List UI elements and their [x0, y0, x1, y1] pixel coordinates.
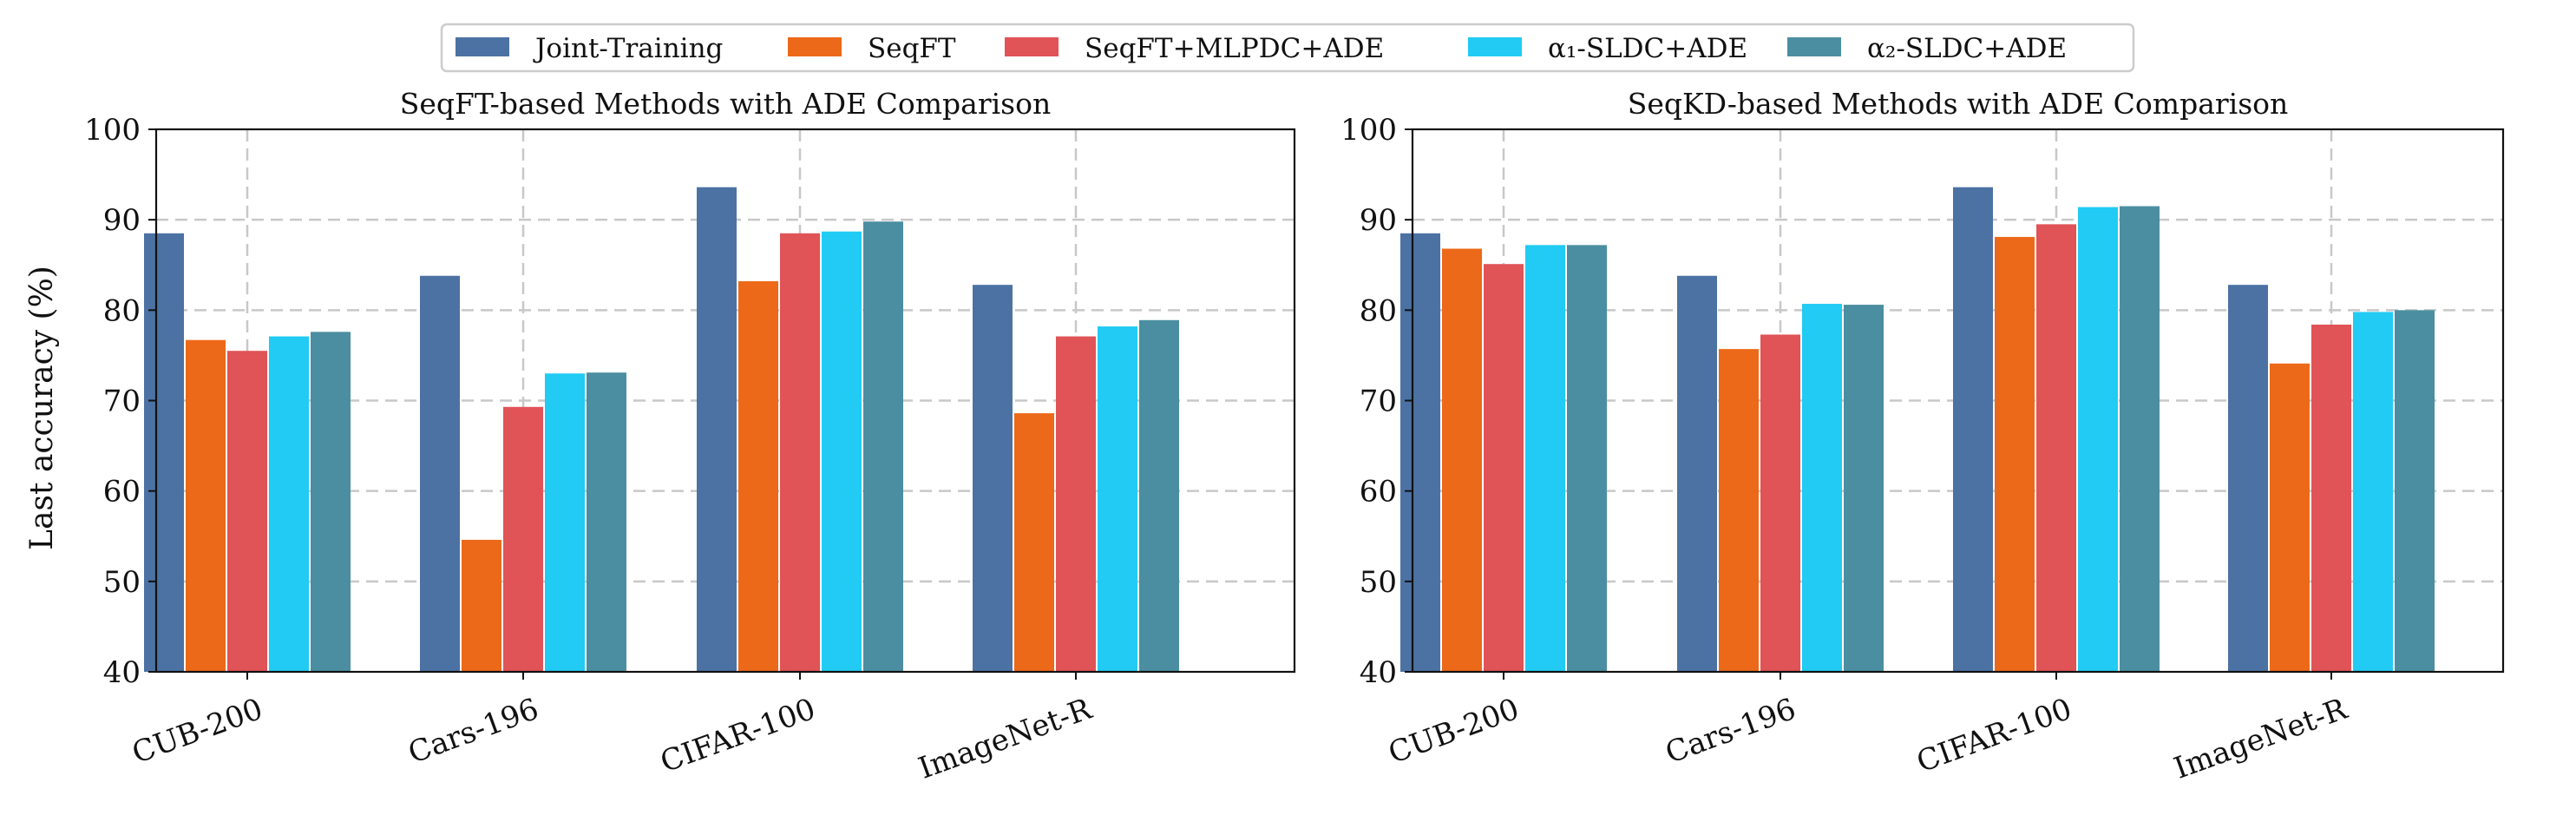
- chart-title: SeqFT-based Methods with ADE Comparison: [400, 87, 1051, 121]
- bar-seqft-imagenet-r: [2270, 363, 2310, 672]
- bar-joint-training-cifar-100: [1953, 187, 1993, 672]
- bar-seqft-mlpdc-ade-cub-200: [227, 351, 267, 672]
- x-axis: CUB-200 Cars-196 CIFAR-100 ImageNet-R: [128, 672, 1097, 786]
- bar-1-sldc-ade-cifar-100: [822, 231, 862, 672]
- legend-swatch-joint-training: [456, 37, 509, 56]
- bar-1-sldc-ade-cub-200: [1525, 245, 1565, 672]
- bar-seqft-mlpdc-ade-cifar-100: [780, 233, 820, 672]
- bar-2-sldc-ade-imagenet-r: [2395, 310, 2435, 672]
- y-tick-label-80: 80: [1360, 293, 1397, 328]
- bar-seqft-mlpdc-ade-imagenet-r: [2311, 325, 2351, 672]
- x-tick-label-cifar-100: CIFAR-100: [656, 692, 820, 779]
- x-tick-label-cub-200: CUB-200: [1384, 692, 1524, 771]
- bar-2-sldc-ade-cifar-100: [2120, 206, 2160, 672]
- bar-joint-training-imagenet-r: [973, 285, 1013, 672]
- y-tick-label-40: 40: [1360, 655, 1397, 690]
- bar-seqft-mlpdc-ade-imagenet-r: [1056, 336, 1096, 672]
- bar-1-sldc-ade-cars-196: [545, 373, 585, 672]
- chart-panel-seqkd: 40 50 60 70 80 90 100 CUB-200 Cars-196 CIFAR-100 I…: [1340, 87, 2505, 786]
- bar-joint-training-cub-200: [144, 233, 184, 672]
- y-tick-label-50: 50: [103, 565, 141, 600]
- x-tick-label-cars-196: Cars-196: [403, 692, 543, 771]
- bar-seqft-imagenet-r: [1014, 413, 1054, 672]
- y-tick-label-40: 40: [103, 655, 141, 690]
- bar-seqft-cars-196: [1719, 349, 1759, 672]
- bar-seqft-mlpdc-ade-cub-200: [1484, 264, 1524, 672]
- bar-seqft-cub-200: [1442, 248, 1482, 672]
- y-tick-label-100: 100: [1340, 113, 1397, 148]
- legend-frame: [440, 23, 2135, 73]
- bars: [1400, 187, 2435, 673]
- y-axis-label-group: Last accuracy (%): [24, 266, 60, 550]
- bar-joint-training-cub-200: [1400, 233, 1440, 672]
- bar-seqft-cifar-100: [738, 281, 778, 672]
- y-tick-label-90: 90: [1360, 203, 1397, 238]
- bar-seqft-cars-196: [462, 539, 501, 672]
- bar-joint-training-cars-196: [1677, 275, 1717, 672]
- y-tick-label-100: 100: [84, 113, 141, 148]
- legend-label-joint-training: Joint-Training: [533, 33, 723, 64]
- legend-label-sldc-ade: α₂-SLDC+ADE: [1867, 33, 2067, 64]
- legend: Joint-Training SeqFT SeqFT+MLPDC+ADE α₁-SLD…: [440, 23, 2135, 73]
- bar-seqft-cub-200: [186, 339, 226, 672]
- y-axis: 40 50 60 70 80 90 100: [84, 113, 156, 690]
- legend-label-seqft-mlpdc-ade: SeqFT+MLPDC+ADE: [1085, 33, 1384, 64]
- bar-1-sldc-ade-cub-200: [269, 336, 309, 672]
- bar-2-sldc-ade-cars-196: [587, 372, 626, 672]
- y-tick-label-60: 60: [1360, 475, 1397, 510]
- bar-2-sldc-ade-cub-200: [311, 332, 351, 672]
- bar-2-sldc-ade-imagenet-r: [1139, 319, 1179, 672]
- bar-2-sldc-ade-cifar-100: [863, 221, 903, 672]
- x-tick-label-imagenet-r: ImageNet-R: [2170, 691, 2353, 786]
- bar-seqft-mlpdc-ade-cars-196: [1760, 334, 1800, 672]
- bar-joint-training-cifar-100: [697, 187, 737, 672]
- y-axis: 40 50 60 70 80 90 100: [1340, 113, 1413, 690]
- y-tick-label-70: 70: [103, 385, 141, 419]
- y-axis-label: Last accuracy (%): [24, 266, 60, 550]
- legend-swatch-sldc-ade: [1787, 37, 1841, 56]
- y-tick-label-60: 60: [103, 475, 141, 510]
- bar-seqft-cifar-100: [1995, 236, 2035, 672]
- legend-swatch-seqft: [788, 37, 842, 56]
- bar-2-sldc-ade-cub-200: [1567, 245, 1607, 672]
- bar-seqft-mlpdc-ade-cars-196: [503, 406, 543, 672]
- x-tick-label-imagenet-r: ImageNet-R: [914, 691, 1098, 786]
- y-tick-label-50: 50: [1360, 565, 1397, 600]
- legend-swatch-seqft-mlpdc-ade: [1005, 37, 1059, 56]
- x-tick-label-cars-196: Cars-196: [1661, 692, 1800, 771]
- bar-1-sldc-ade-imagenet-r: [1098, 326, 1137, 672]
- x-tick-label-cifar-100: CIFAR-100: [1912, 692, 2076, 779]
- y-tick-label-90: 90: [103, 203, 141, 238]
- legend-label-sldc-ade: α₁-SLDC+ADE: [1548, 33, 1747, 64]
- bar-seqft-mlpdc-ade-cifar-100: [2036, 224, 2076, 672]
- chart-panel-seqft: 40 50 60 70 80 90 100 CUB-200 Cars-196 CIFAR-100 I…: [84, 87, 1296, 786]
- legend-label-seqft: SeqFT: [868, 33, 956, 64]
- bar-2-sldc-ade-cars-196: [1844, 305, 1884, 672]
- bars: [144, 187, 1179, 672]
- chart-title: SeqKD-based Methods with ADE Comparison: [1628, 87, 2289, 121]
- bar-joint-training-cars-196: [420, 275, 460, 672]
- legend-swatch-sldc-ade: [1468, 37, 1522, 56]
- bar-1-sldc-ade-imagenet-r: [2353, 312, 2393, 672]
- y-tick-label-70: 70: [1360, 385, 1397, 419]
- bar-1-sldc-ade-cars-196: [1802, 304, 1842, 672]
- x-axis: CUB-200 Cars-196 CIFAR-100 ImageNet-R: [1384, 672, 2352, 786]
- bar-1-sldc-ade-cifar-100: [2078, 207, 2118, 673]
- x-tick-label-cub-200: CUB-200: [128, 692, 267, 771]
- y-tick-label-80: 80: [103, 293, 141, 328]
- bar-joint-training-imagenet-r: [2228, 285, 2268, 672]
